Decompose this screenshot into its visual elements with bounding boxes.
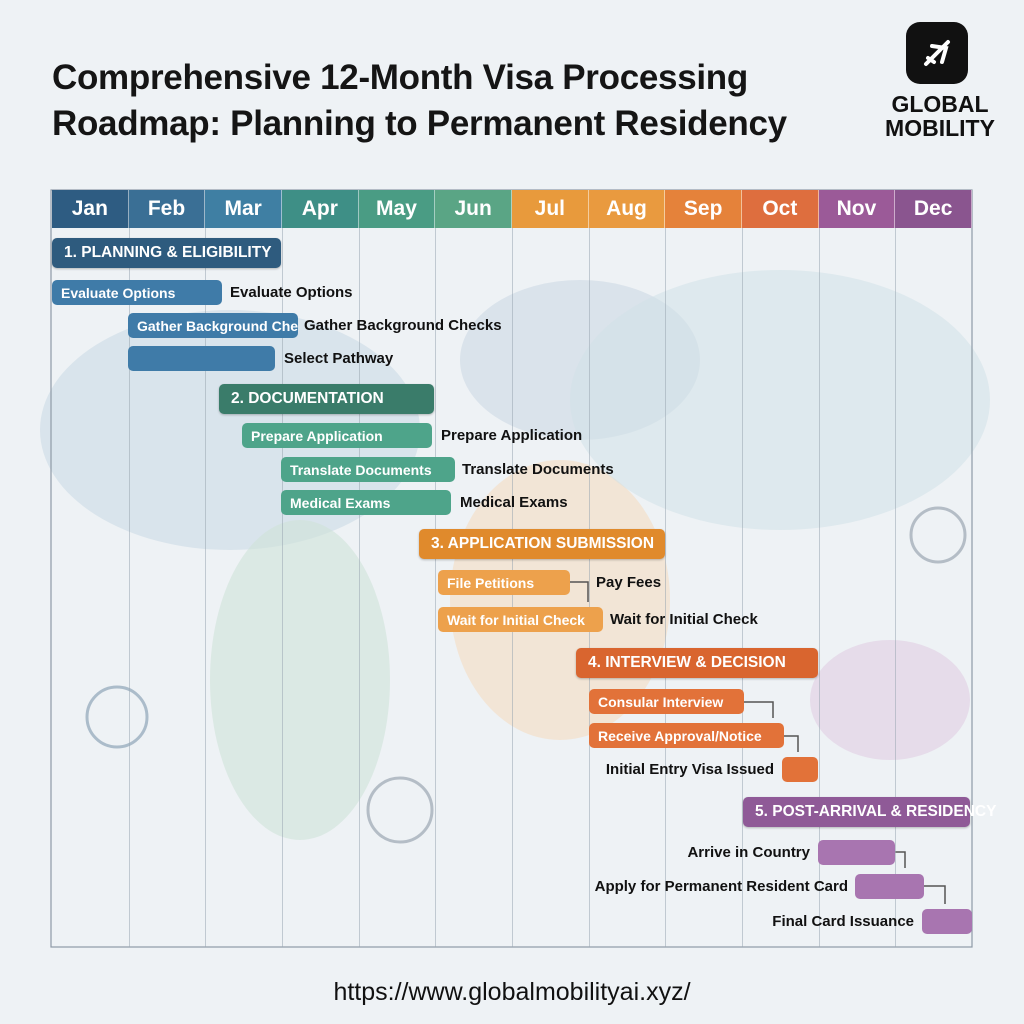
task-bar: Prepare Application [242,423,432,448]
month-divider [282,228,283,947]
month-divider [205,228,207,947]
task-label: Apply for Permanent Resident Card [594,878,848,895]
logo-text: GLOBAL [891,91,989,117]
plane-icon [924,40,950,66]
task-label: Final Card Issuance [772,913,914,930]
task-bar: Translate Documents [281,457,455,482]
phase-header: 4. INTERVIEW & DECISION [576,648,818,678]
task-bar: Wait for Initial Check [438,607,603,632]
task-bar: Evaluate Options [52,280,222,305]
task-label: Translate Documents [462,461,614,478]
month-divider [128,228,130,947]
phase-header: 5. POST-ARRIVAL & RESIDENCY [743,797,996,827]
task-bar [855,874,924,899]
task-label: Evaluate Options [230,284,353,301]
month-divider [665,228,667,947]
task-bar: File Petitions [438,570,570,595]
task-label: Medical Exams [460,494,568,511]
month-header: Jan [52,190,129,228]
task-label: Gather Background Checks [304,317,502,334]
phase-header: 1. PLANNING & ELIGIBILITY [52,238,281,268]
connector-arrows [570,581,946,904]
task-bar [922,909,972,934]
phase-header: 3. APPLICATION SUBMISSION [419,529,665,559]
month-divider [435,228,437,947]
task-bar: Consular Interview [589,689,744,714]
task-bar: Gather Background Checks [128,313,298,338]
month-header: Jul [512,190,589,228]
task-label: Prepare Application [441,427,583,444]
task-label: Pay Fees [596,574,662,591]
month-header: Nov [818,190,896,228]
month-header: Aug [588,190,666,228]
task-bar [128,346,275,371]
title-line: Comprehensive 12-Month Visa Processing [52,58,748,97]
task-bar [818,840,895,865]
month-header: Dec [895,190,972,228]
task-bar [782,757,818,782]
month-header: May [358,190,436,228]
month-header: Sep [665,190,742,228]
task-label: Select Pathway [284,350,394,367]
footer-url: https://www.globalmobilityai.xyz/ [333,978,691,1006]
month-divider [588,228,590,947]
month-header: Oct [742,190,819,228]
task-label: Wait for Initial Check [610,611,758,628]
task-label: Initial Entry Visa Issued [605,761,774,778]
task-bar: Medical Exams [281,490,451,515]
month-divider [895,228,897,947]
task-bar: Receive Approval/Notice [589,723,784,748]
phase-header: 2. DOCUMENTATION [219,384,434,414]
logo-text: MOBILITY [885,115,995,141]
month-divider [818,228,820,947]
title-line: Roadmap: Planning to Permanent Residency [52,104,787,143]
month-divider [358,228,360,947]
month-header: Jun [435,190,512,228]
month-header: Apr [282,190,359,228]
month-divider [742,228,743,947]
month-header: Mar [205,190,282,228]
task-label: Arrive in Country [687,844,810,861]
month-header: Feb [128,190,206,228]
logo-icon [906,22,968,84]
